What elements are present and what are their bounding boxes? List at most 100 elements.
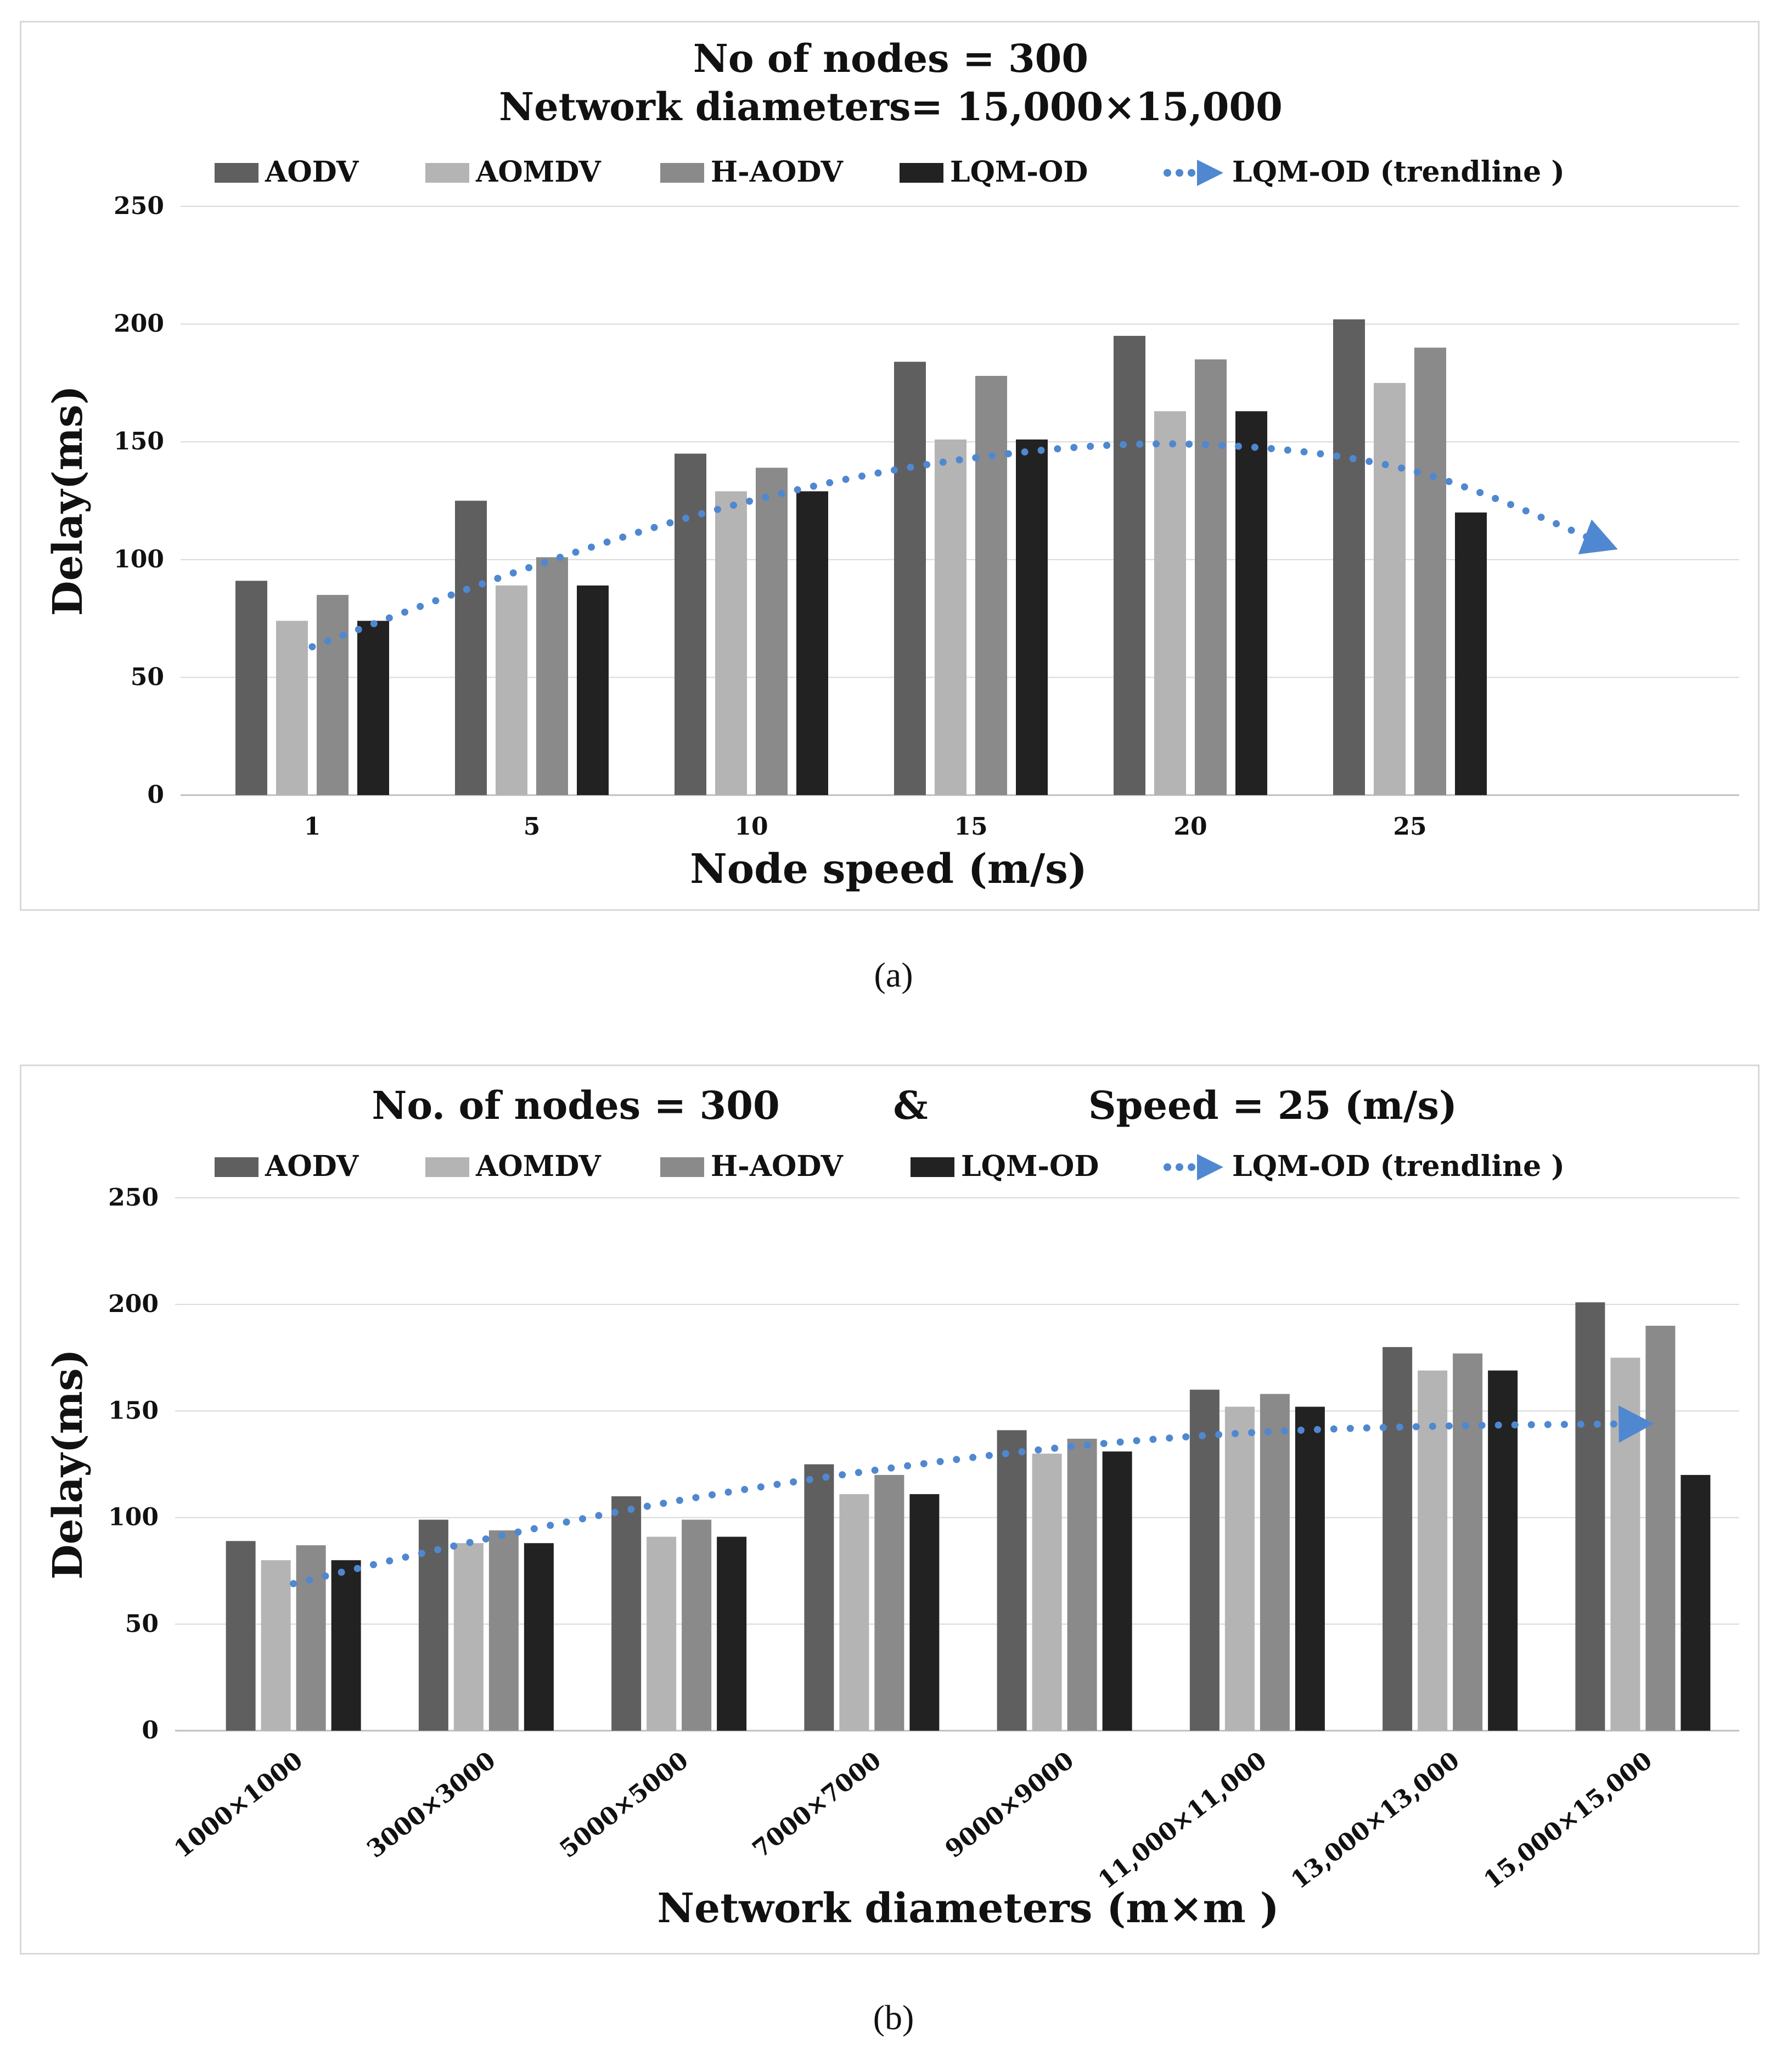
legend-swatch [660,163,704,183]
x-tick-label: 15,000×15,000 [1479,1746,1657,1894]
bar-h-aodv [296,1545,326,1731]
x-axis-title: Network diameters (m×m ) [657,1885,1279,1932]
y-tick-label: 150 [108,1397,159,1424]
bar-aodv [235,581,267,795]
legend-label: LQM-OD [961,1150,1099,1183]
chart-title-line: No of nodes = 300 [693,36,1088,81]
chart-title-part: Speed = 25 (m/s) [1088,1083,1457,1128]
bar-aodv [1114,336,1145,795]
chart-panel-b: No. of nodes = 300 & Speed = 25 (m/s) AODV A… [20,1065,1760,1955]
bar-aomdv [1374,382,1406,795]
bar-h-aodv [1260,1394,1290,1731]
x-tick-label: 5 [524,813,541,841]
bar-aomdv [1224,1406,1255,1731]
chart-title-line: Network diameters= 15,000×15,000 [499,84,1283,130]
bar-aodv [226,1541,256,1731]
legend-swatch [425,163,469,183]
bar-aodv [997,1430,1027,1731]
chart-b: No. of nodes = 300 & Speed = 25 (m/s) AODV A… [44,1083,1739,1932]
x-axis-title: Node speed (m/s) [690,846,1087,893]
x-tick-label: 1 [304,813,321,841]
bar-lqm-od [1488,1370,1518,1731]
bar-aodv [804,1464,834,1731]
x-tick-label: 11,000×11,000 [1093,1746,1272,1894]
bar-aomdv [261,1560,291,1731]
legend-label: H-AODV [711,1150,844,1183]
y-tick-label: 0 [142,1716,159,1744]
legend-swatch [215,163,259,183]
x-tick-label: 20 [1173,813,1207,841]
bar-h-aodv [1195,359,1227,795]
bar-lqm-od [357,621,389,795]
x-tick-label: 15 [954,813,987,841]
bar-lqm-od [717,1536,747,1731]
legend-swatch [900,163,943,183]
x-tick-label: 10 [734,813,768,841]
y-tick-label: 0 [147,781,164,809]
x-tick-label: 25 [1393,813,1426,841]
legend-trend-dot [1188,1163,1195,1171]
y-tick-label: 100 [108,1504,159,1532]
bar-h-aodv [1453,1353,1483,1731]
bar-aodv [894,362,926,795]
bar-aomdv [276,621,308,795]
bar-lqm-od [331,1560,361,1731]
x-tick-label: 5000×5000 [554,1746,693,1863]
legend-label: AOMDV [475,1150,602,1183]
bar-aomdv [496,585,527,795]
bar-lqm-od [1455,512,1487,795]
bar-h-aodv [1067,1438,1097,1731]
bar-aodv [1189,1389,1220,1731]
caption-a: (a) [874,955,913,994]
bar-lqm-od [1681,1474,1711,1731]
bar-h-aodv [975,376,1007,795]
legend-trend-dot [1164,1163,1171,1171]
legend-trend-dot [1176,1163,1183,1171]
y-tick-label: 250 [108,1184,159,1212]
y-tick-label: 200 [114,310,164,338]
y-tick-label: 250 [114,192,164,220]
legend-label: LQM-OD [950,155,1088,189]
bar-lqm-od [1295,1406,1325,1731]
chart-panel-a: No of nodes = 300 Network diameters= 15,0… [20,21,1760,911]
bar-h-aodv [317,595,349,795]
y-tick-label: 150 [114,427,164,455]
caption-b: (b) [873,1998,914,2037]
bar-lqm-od [524,1543,554,1731]
bar-lqm-od [1016,439,1048,795]
legend-trend-dot [1188,169,1195,177]
bar-lqm-od [909,1494,940,1731]
bar-h-aodv [874,1474,904,1731]
bar-aomdv [839,1494,869,1731]
legend-label: LQM-OD (trendline ) [1232,155,1565,189]
bar-lqm-od [796,491,828,795]
x-tick-label: 9000×9000 [940,1746,1079,1863]
legend-label: H-AODV [711,155,844,189]
bar-aomdv [715,491,747,795]
bar-aomdv [1032,1454,1062,1731]
y-tick-label: 200 [108,1290,159,1318]
legend-trend-arrow [1197,160,1223,186]
legend-trend-arrow [1197,1154,1223,1180]
legend-swatch [911,1157,954,1177]
bar-aomdv [1154,411,1186,795]
legend-swatch [215,1157,259,1177]
legend-label: AOMDV [475,155,602,189]
x-tick-label: 3000×3000 [362,1746,501,1863]
legend-swatch [660,1157,704,1177]
y-tick-label: 50 [131,663,164,691]
bar-aomdv [1418,1370,1448,1731]
y-tick-label: 100 [114,545,164,573]
chart-title-part: No. of nodes = 300 [372,1083,779,1128]
trendline-arrow [1619,1405,1654,1443]
legend-swatch [425,1157,469,1177]
bar-aodv [1333,319,1365,795]
bar-aomdv [935,439,966,795]
legend-label: AODV [265,155,359,189]
legend-label: LQM-OD (trendline ) [1232,1150,1565,1183]
bar-aodv [1575,1302,1605,1731]
bar-h-aodv [682,1519,712,1731]
bar-lqm-od [1235,411,1267,795]
y-axis-title: Delay(ms) [44,385,92,616]
